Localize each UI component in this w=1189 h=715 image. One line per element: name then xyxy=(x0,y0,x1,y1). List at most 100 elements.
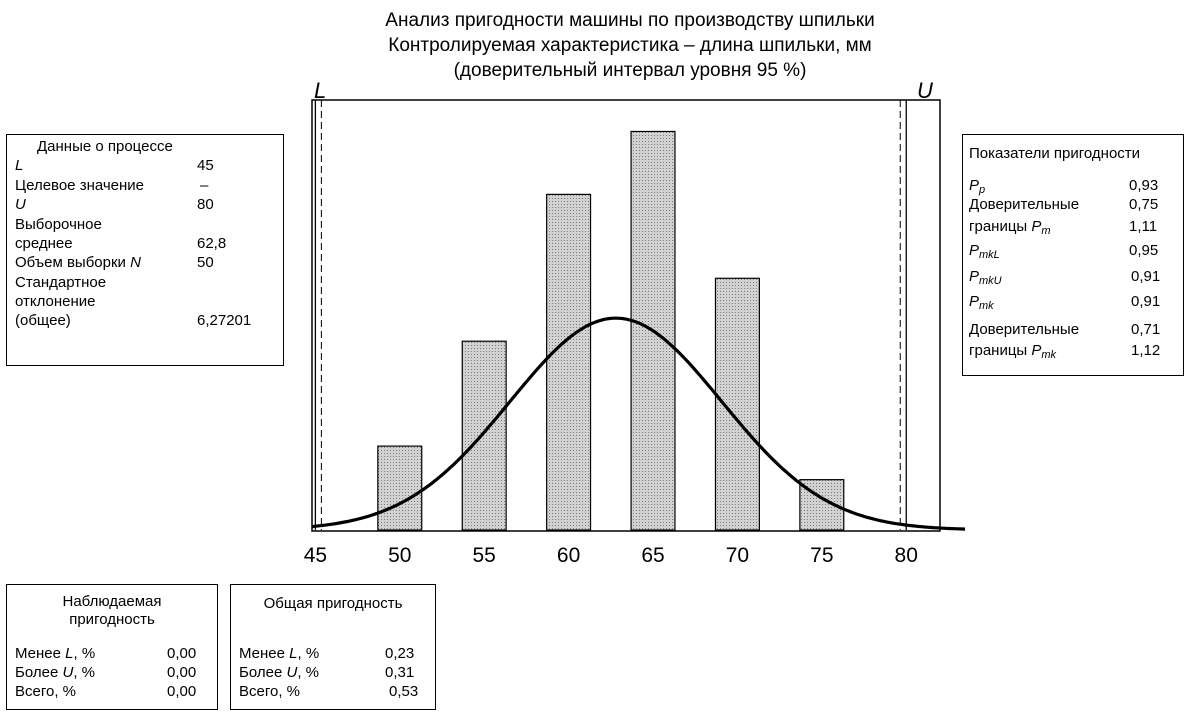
pmk-value: 0,91 xyxy=(1131,293,1161,310)
ci1-prefix: границы xyxy=(969,218,1032,235)
overall-less-prefix: Менее xyxy=(239,645,290,662)
overall-more-label: Более U, % xyxy=(239,664,319,682)
bars-group xyxy=(377,130,845,531)
sd-label-line3: (общее) xyxy=(15,312,71,329)
limit-lines-group xyxy=(314,100,907,530)
pp-main: P xyxy=(969,177,980,194)
x-tick-label: 80 xyxy=(895,544,918,567)
observed-less-label: Менее L, % xyxy=(15,645,95,663)
observed-total-label: Всего, % xyxy=(15,683,77,700)
process-data-title: Данные о процессе xyxy=(37,138,173,155)
target-label: Целевое значение xyxy=(15,177,145,194)
overall-more-value: 0,31 xyxy=(385,664,415,681)
mean-value: 62,8 xyxy=(197,235,227,252)
pmk-sub: mk xyxy=(979,300,994,312)
mean-label-line2: среднее xyxy=(15,235,73,252)
ci2-low-value: 0,71 xyxy=(1131,321,1161,338)
pmkl-label: PmkL xyxy=(969,242,1000,264)
observed-more-label: Более U, % xyxy=(15,664,95,682)
ci1-label-line1: Доверительные xyxy=(969,196,1080,213)
u-value: 80 xyxy=(197,196,214,213)
pp-label: Pp xyxy=(969,177,985,199)
pmku-sub: mkU xyxy=(979,275,1002,287)
overall-less-var: L xyxy=(289,645,298,662)
sd-label-line1: Стандартное xyxy=(15,274,107,291)
n-label: Объем выборки N xyxy=(15,254,141,272)
title-line-2: Контролируемая характеристика – длина шп… xyxy=(388,35,872,56)
pmku-label: PmkU xyxy=(969,268,1002,290)
ci1-sub: m xyxy=(1041,225,1051,237)
chart-title: Анализ пригодности машины по производств… xyxy=(290,8,970,83)
target-value: – xyxy=(200,177,209,194)
pmkl-main: P xyxy=(969,242,980,259)
x-tick-label: 65 xyxy=(641,544,664,567)
overall-more-var: U xyxy=(286,664,298,681)
ci1-var: P xyxy=(1031,218,1042,235)
overall-less-suffix: , % xyxy=(297,645,320,662)
x-tick-label: 70 xyxy=(726,544,749,567)
capability-title: Показатели пригодности xyxy=(969,145,1141,162)
x-tick-labels: 45 50 55 60 65 70 75 80 xyxy=(304,544,918,567)
x-tick-label: 55 xyxy=(473,544,496,567)
ci2-label-line2: границы Pmk xyxy=(969,342,1056,364)
process-data-box: Данные о процессе L 45 Целевое значение … xyxy=(6,134,284,366)
n-value: 50 xyxy=(197,254,214,271)
observed-less-prefix: Менее xyxy=(15,645,66,662)
observed-more-suffix: , % xyxy=(73,664,95,681)
ci1-high-value: 1,11 xyxy=(1129,218,1158,235)
observed-less-value: 0,00 xyxy=(167,645,197,662)
capability-box: Показатели пригодности Pp 0,93 Доверител… xyxy=(962,134,1184,376)
overall-more-suffix: , % xyxy=(297,664,319,681)
l-label: L xyxy=(15,157,24,174)
lower-limit-label: L xyxy=(314,78,327,103)
x-tick-label: 75 xyxy=(810,544,833,567)
observed-more-var: U xyxy=(62,664,74,681)
upper-limit-label: U xyxy=(917,78,933,103)
observed-more-value: 0,00 xyxy=(167,664,197,681)
overall-total-value: 0,53 xyxy=(389,683,419,700)
pp-sub: p xyxy=(979,184,986,196)
observed-capability-box: Наблюдаемая пригодность Менее L, % 0,00 … xyxy=(6,584,218,710)
observed-title-line1: Наблюдаемая xyxy=(62,593,162,610)
overall-more-prefix: Более xyxy=(239,664,287,681)
title-line-1: Анализ пригодности машины по производств… xyxy=(385,10,875,31)
observed-total-value: 0,00 xyxy=(167,683,197,700)
overall-less-value: 0,23 xyxy=(385,645,415,662)
overall-less-label: Менее L, % xyxy=(239,645,319,663)
n-label-var: N xyxy=(130,254,141,271)
ci2-var: P xyxy=(1031,342,1042,359)
ci1-low-value: 0,75 xyxy=(1129,196,1159,213)
ci2-label-line1: Доверительные xyxy=(969,321,1080,338)
observed-less-var: L xyxy=(65,645,74,662)
observed-title-line2: пригодность xyxy=(69,611,155,628)
overall-title: Общая пригодность xyxy=(263,595,403,612)
pmku-value: 0,91 xyxy=(1131,268,1161,285)
pmku-main: P xyxy=(969,268,980,285)
sd-value: 6,27201 xyxy=(197,312,252,329)
x-tick-label: 50 xyxy=(388,544,411,567)
pmkl-value: 0,95 xyxy=(1129,242,1159,259)
ci2-prefix: границы xyxy=(969,342,1032,359)
histogram-bar xyxy=(546,193,592,531)
n-label-prefix: Объем выборки xyxy=(15,254,131,271)
histogram-bar xyxy=(377,445,423,531)
mean-label-line1: Выборочное xyxy=(15,216,102,233)
histogram-bar xyxy=(461,340,507,531)
ci1-label-line2: границы Pm xyxy=(969,218,1051,240)
sd-label-line2: отклонение xyxy=(15,293,96,310)
pmkl-sub: mkL xyxy=(979,249,1000,261)
u-label: U xyxy=(15,196,26,213)
title-line-3: (доверительный интервал уровня 95 %) xyxy=(453,60,807,81)
normal-curve xyxy=(311,316,966,531)
x-tick-label: 60 xyxy=(557,544,580,567)
pmk-label: Pmk xyxy=(969,293,994,315)
l-value: 45 xyxy=(197,157,214,174)
overall-total-label: Всего, % xyxy=(239,683,301,700)
pmk-main: P xyxy=(969,293,980,310)
ci2-sub: mk xyxy=(1041,349,1057,361)
overall-capability-box: Общая пригодность Менее L, % 0,23 Более … xyxy=(230,584,436,710)
x-tick-label: 45 xyxy=(304,544,327,567)
observed-less-suffix: , % xyxy=(73,645,96,662)
ci2-high-value: 1,12 xyxy=(1131,342,1161,359)
